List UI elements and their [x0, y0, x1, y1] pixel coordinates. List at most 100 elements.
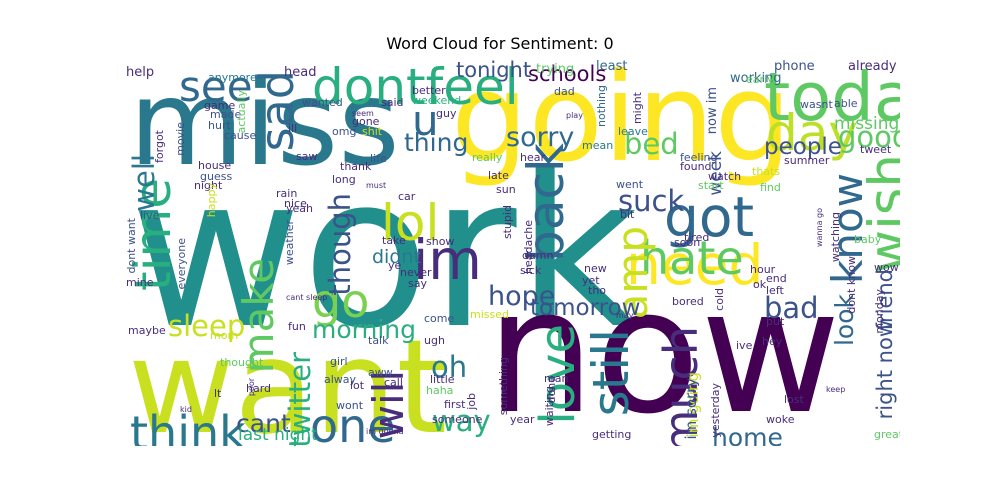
- word-gone: gone: [352, 115, 380, 128]
- word-got: got: [664, 185, 755, 249]
- word-saw: saw: [296, 150, 318, 163]
- word-phone: phone: [774, 60, 815, 74]
- word-aww: aww: [368, 366, 393, 379]
- word-hurt: hurt: [208, 119, 231, 132]
- word-weather: weather: [283, 220, 296, 266]
- word-thing: thing: [404, 128, 469, 157]
- word-hope: hope: [488, 281, 556, 312]
- word-nice: nice: [284, 197, 307, 210]
- word-found: found: [680, 160, 712, 173]
- word-call: call: [384, 376, 403, 389]
- word-late: late: [488, 169, 509, 182]
- word-didnt: didnt: [372, 246, 421, 268]
- word-weekend: weekend: [412, 94, 462, 107]
- word-something: something: [497, 357, 510, 416]
- word-want: want: [128, 311, 448, 446]
- word-good: good: [838, 120, 900, 154]
- word-morning: morning: [312, 315, 416, 344]
- word-baby: baby: [854, 233, 882, 246]
- word-work: work: [130, 130, 639, 375]
- word-come: come: [424, 312, 455, 325]
- word-summer: summer: [784, 154, 830, 167]
- word-thought: thought: [220, 356, 264, 369]
- word-cant: cant: [236, 409, 291, 438]
- word-working: working: [730, 71, 782, 86]
- word-show: show: [426, 235, 455, 248]
- word-never: never: [400, 266, 432, 279]
- word-sun: sun: [496, 183, 516, 196]
- word-little: little: [430, 373, 455, 386]
- word-man: man: [544, 372, 569, 385]
- word-last-night: last night: [238, 425, 318, 445]
- word-kid: kid: [180, 405, 192, 414]
- word-day: day: [766, 104, 858, 162]
- word-forgot: forgot: [153, 130, 166, 163]
- word-today: today: [764, 60, 900, 136]
- word-watching: watching: [829, 212, 842, 263]
- word-someone: someone: [432, 413, 483, 426]
- word-one: one: [310, 399, 396, 446]
- word-year: year: [510, 413, 535, 426]
- word-cloud: worknowwantgoingmisstodaytimegotwishdont…: [126, 60, 900, 446]
- word-dont-know: dont know: [845, 256, 858, 314]
- word-job: job: [465, 393, 478, 410]
- word-girl: girl: [330, 355, 348, 368]
- word-wanted: wanted: [302, 96, 343, 109]
- word-tomorrow: tomorrow: [530, 295, 641, 321]
- chart-title: Word Cloud for Sentiment: 0: [386, 34, 614, 53]
- word-omg: omg: [332, 125, 357, 138]
- word-haha: haha: [426, 384, 454, 397]
- word-cold: cold: [713, 288, 726, 311]
- word-car: car: [398, 190, 416, 203]
- word-go: go: [312, 274, 370, 328]
- word-lol: lol: [381, 194, 440, 252]
- word-head: head: [284, 65, 317, 80]
- word-stupid: stupid: [501, 205, 514, 240]
- word-everyone: everyone: [175, 238, 188, 290]
- word-take: take: [382, 234, 406, 247]
- word-night: night: [194, 179, 223, 192]
- word-lot: lot: [350, 379, 365, 392]
- word-guy: guy: [436, 107, 457, 120]
- word-u: u: [412, 96, 439, 145]
- word-fun: fun: [288, 320, 306, 333]
- word-sleep: sleep: [168, 309, 246, 343]
- word-thats: thats: [752, 165, 781, 178]
- word-tweet: tweet: [860, 143, 892, 156]
- word-cause: cause: [224, 129, 257, 142]
- word-hear: hear: [520, 151, 546, 164]
- word-made: made: [210, 108, 242, 121]
- word-now: now: [486, 251, 841, 446]
- word-might: might: [631, 92, 644, 125]
- word-house: house: [198, 159, 232, 172]
- word-going: going: [451, 60, 792, 189]
- word-yeah: yeah: [286, 202, 313, 215]
- word-done: done: [545, 376, 558, 404]
- word-hey: hey: [762, 335, 783, 348]
- word-life: life: [370, 152, 387, 165]
- word-put: put: [766, 315, 785, 328]
- word-mean: mean: [582, 139, 614, 152]
- word-said: said: [381, 96, 404, 109]
- word-im-gonna: im gonna: [366, 427, 404, 436]
- word-leave: leave: [618, 125, 648, 138]
- word-new: new: [584, 262, 607, 275]
- word-watch: watch: [708, 170, 742, 183]
- word-think: think: [130, 406, 246, 446]
- word-now-im: now im: [705, 87, 720, 135]
- word-great: great: [874, 428, 900, 441]
- word-ok: ok: [753, 278, 767, 291]
- word-alway: alway: [324, 373, 357, 386]
- word-nothing: nothing: [595, 85, 608, 127]
- word-start: start: [698, 179, 724, 192]
- word-yesterday: yesterday: [709, 383, 722, 438]
- word-happy: happy: [205, 183, 218, 218]
- word-hour: hour: [750, 263, 776, 276]
- word-people: people: [764, 134, 842, 160]
- word-getting: getting: [592, 428, 632, 441]
- word-bit: bit: [620, 208, 635, 221]
- word-suck: suck: [618, 184, 685, 218]
- word-say: say: [408, 277, 427, 290]
- word-early: early: [746, 73, 774, 86]
- word-find: find: [760, 181, 781, 194]
